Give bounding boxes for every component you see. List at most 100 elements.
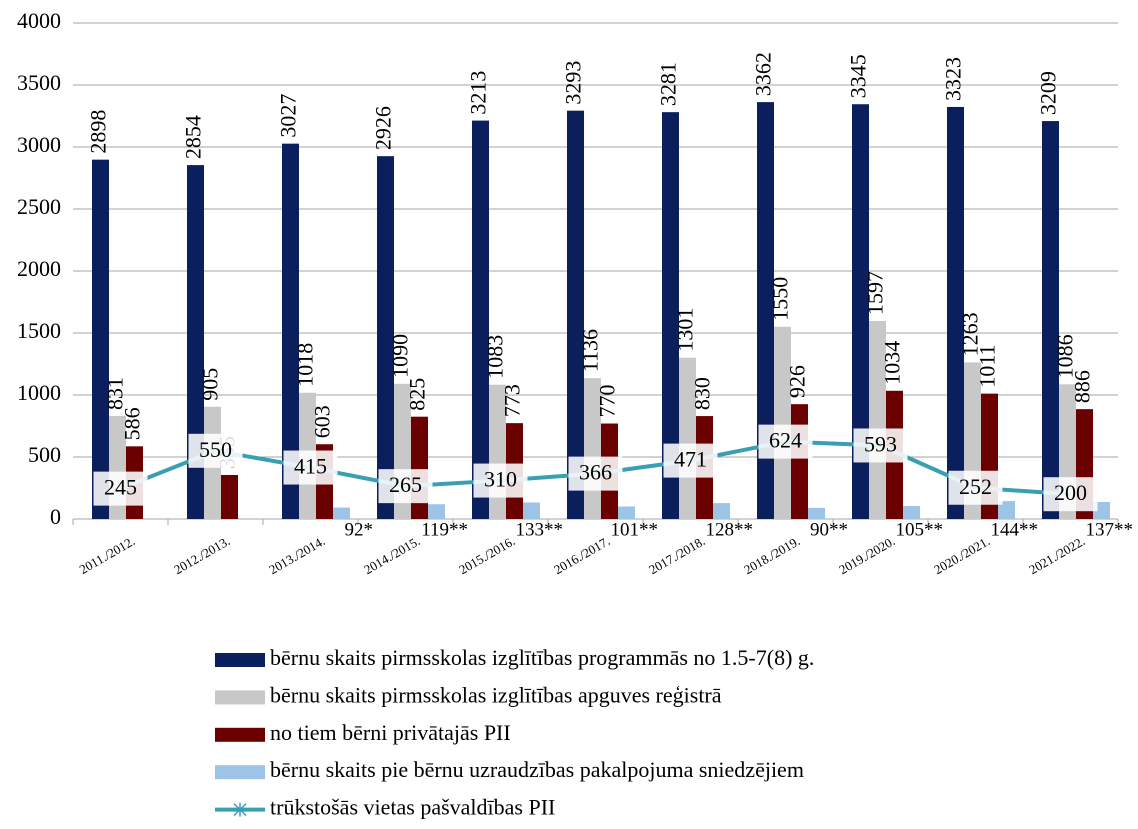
bar-value-label: 773: [500, 384, 525, 417]
bar-value-label: 90**: [810, 519, 848, 540]
line-label-box: [188, 433, 243, 468]
bar-value-label: 586: [120, 407, 145, 440]
bar-value-label: 1011: [975, 344, 1000, 387]
bar: [808, 507, 825, 519]
bar-value-label: 3213: [466, 71, 491, 115]
line-value-label: 471: [674, 447, 707, 472]
bar-value-label: 1086: [1053, 334, 1078, 378]
y-tick-label: 1500: [17, 318, 61, 343]
line-label-box: [758, 424, 813, 459]
bar-value-label: 101**: [611, 519, 659, 540]
line-value-label: 366: [579, 460, 612, 485]
y-tick-label: 3500: [17, 70, 61, 95]
bar: [1042, 121, 1059, 520]
bar: [618, 506, 635, 519]
legend-label: trūkstošās vietas pašvaldības PII: [270, 795, 555, 820]
bar-value-label: 1034: [880, 341, 905, 385]
bar-value-label: 905: [198, 368, 223, 401]
legend-label: bērnu skaits pie bērnu uzraudzības pakal…: [270, 757, 804, 782]
bar-value-label: 1597: [863, 271, 888, 315]
legend-swatch: [215, 765, 265, 780]
bar: [221, 474, 238, 519]
bar-value-label: 2854: [181, 115, 206, 159]
bar: [523, 502, 540, 519]
bar-value-label: 1301: [673, 308, 698, 352]
legend-swatch: [215, 653, 265, 667]
bar: [662, 112, 679, 519]
y-tick-label: 1000: [17, 380, 61, 405]
bar-value-label: 770: [595, 385, 620, 418]
bar: [903, 505, 920, 519]
line-label-box: [93, 471, 148, 506]
bar: [187, 165, 204, 519]
bar-value-label: 3345: [846, 54, 871, 98]
x-tick-label: 2011./2012.: [77, 533, 138, 577]
line-value-label: 245: [104, 475, 137, 500]
x-tick-label: 2012./2013.: [171, 533, 232, 577]
bar-value-label: 831: [103, 377, 128, 410]
line-value-label: 252: [959, 474, 992, 499]
bar-value-label: 603: [310, 405, 335, 438]
y-tick-label: 500: [28, 442, 61, 467]
line-label-box: [473, 463, 528, 498]
bar-value-label: 119**: [421, 519, 468, 540]
bar-value-label: 926: [785, 365, 810, 398]
bar: [869, 320, 886, 519]
line-label-box: [568, 456, 623, 491]
legend-swatch: [215, 727, 265, 742]
line-value-label: 550: [199, 437, 232, 462]
y-tick-label: 2000: [17, 256, 61, 281]
bar-value-label: 144**: [991, 519, 1039, 540]
bar: [998, 501, 1015, 519]
legend-swatch: [215, 690, 265, 705]
bar-value-label: 1550: [768, 277, 793, 321]
bar-value-label: 1018: [293, 343, 318, 387]
bar-value-label: 2926: [371, 106, 396, 150]
bar-value-label: 3323: [941, 57, 966, 101]
bar-value-label: 92*: [345, 519, 374, 540]
bar: [472, 120, 489, 519]
bar-value-label: 133**: [516, 519, 564, 540]
y-tick-label: 2500: [17, 194, 61, 219]
bar: [333, 507, 350, 519]
bar: [774, 326, 791, 519]
legend-label: bērnu skaits pirmsskolas izglītības prog…: [270, 645, 814, 670]
bar: [947, 106, 964, 519]
legend-label: no tiem bērni privātajās PII: [270, 720, 511, 745]
bar-value-label: 825: [405, 378, 430, 411]
line-value-label: 593: [864, 432, 897, 457]
bar-value-label: 2898: [86, 110, 111, 154]
bar-value-label: 1083: [483, 335, 508, 379]
bar-value-label: 105**: [896, 519, 944, 540]
bar: [92, 159, 109, 519]
line-label-box: [948, 470, 1003, 505]
bar: [713, 503, 730, 519]
bar-value-label: 1263: [958, 312, 983, 356]
bar-value-label: 3027: [276, 94, 301, 138]
line-label-box: [663, 443, 718, 478]
bar: [679, 357, 696, 519]
line-label-box: [283, 450, 338, 485]
y-tick-label: 4000: [17, 8, 61, 33]
y-tick-label: 0: [50, 504, 61, 529]
line-value-label: 624: [769, 428, 802, 453]
line-label-box: [853, 428, 908, 463]
line-value-label: 200: [1054, 480, 1087, 505]
bar: [757, 102, 774, 519]
bar: [282, 143, 299, 520]
line-value-label: 265: [389, 472, 422, 497]
bar-value-label: 137**: [1086, 519, 1134, 540]
bar-value-label: 3362: [751, 52, 776, 96]
bar-value-label: 830: [690, 377, 715, 410]
line-value-label: 310: [484, 467, 517, 492]
bar: [567, 110, 584, 519]
bar-value-label: 3281: [656, 62, 681, 106]
bar-value-label: 886: [1070, 370, 1095, 403]
line-label-box: [378, 469, 433, 504]
bar-value-label: 128**: [706, 519, 754, 540]
bar: [852, 104, 869, 519]
legend-label: bērnu skaits pirmsskolas izglītības apgu…: [270, 682, 722, 707]
line-value-label: 415: [294, 454, 327, 479]
